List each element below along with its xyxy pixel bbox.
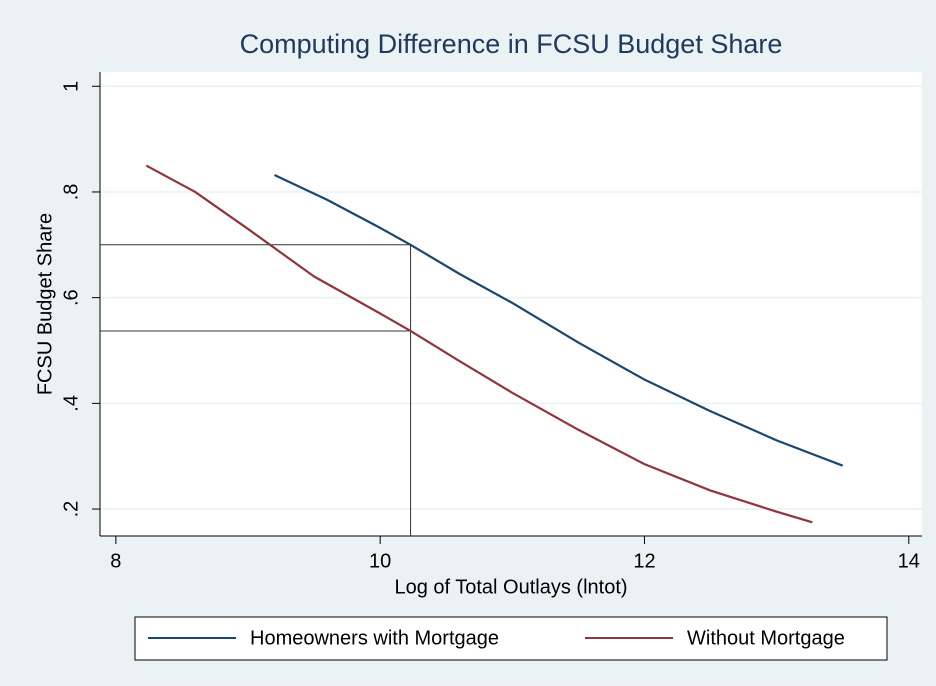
x-tick-label: 8 (110, 550, 121, 572)
series-line (145, 164, 813, 524)
y-axis-title: FCSU Budget Share (34, 213, 56, 395)
plot-area (100, 72, 922, 536)
y-tick-label: .8 (60, 184, 82, 201)
legend-label: Without Mortgage (687, 627, 845, 649)
y-tick-label: 1 (60, 81, 82, 92)
x-tick-label: 14 (898, 550, 920, 572)
chart-title: Computing Difference in FCSU Budget Shar… (240, 29, 783, 59)
legend-box (134, 616, 888, 661)
legend-label: Homeowners with Mortgage (250, 627, 499, 649)
x-tick-label: 12 (633, 550, 655, 572)
x-axis-title: Log of Total Outlays (lntot) (394, 576, 627, 598)
y-tick-label: .6 (60, 289, 82, 306)
series-line (273, 174, 844, 467)
y-tick-label: .2 (60, 501, 82, 518)
x-tick-label: 10 (369, 550, 391, 572)
y-tick-label: .4 (60, 395, 82, 412)
